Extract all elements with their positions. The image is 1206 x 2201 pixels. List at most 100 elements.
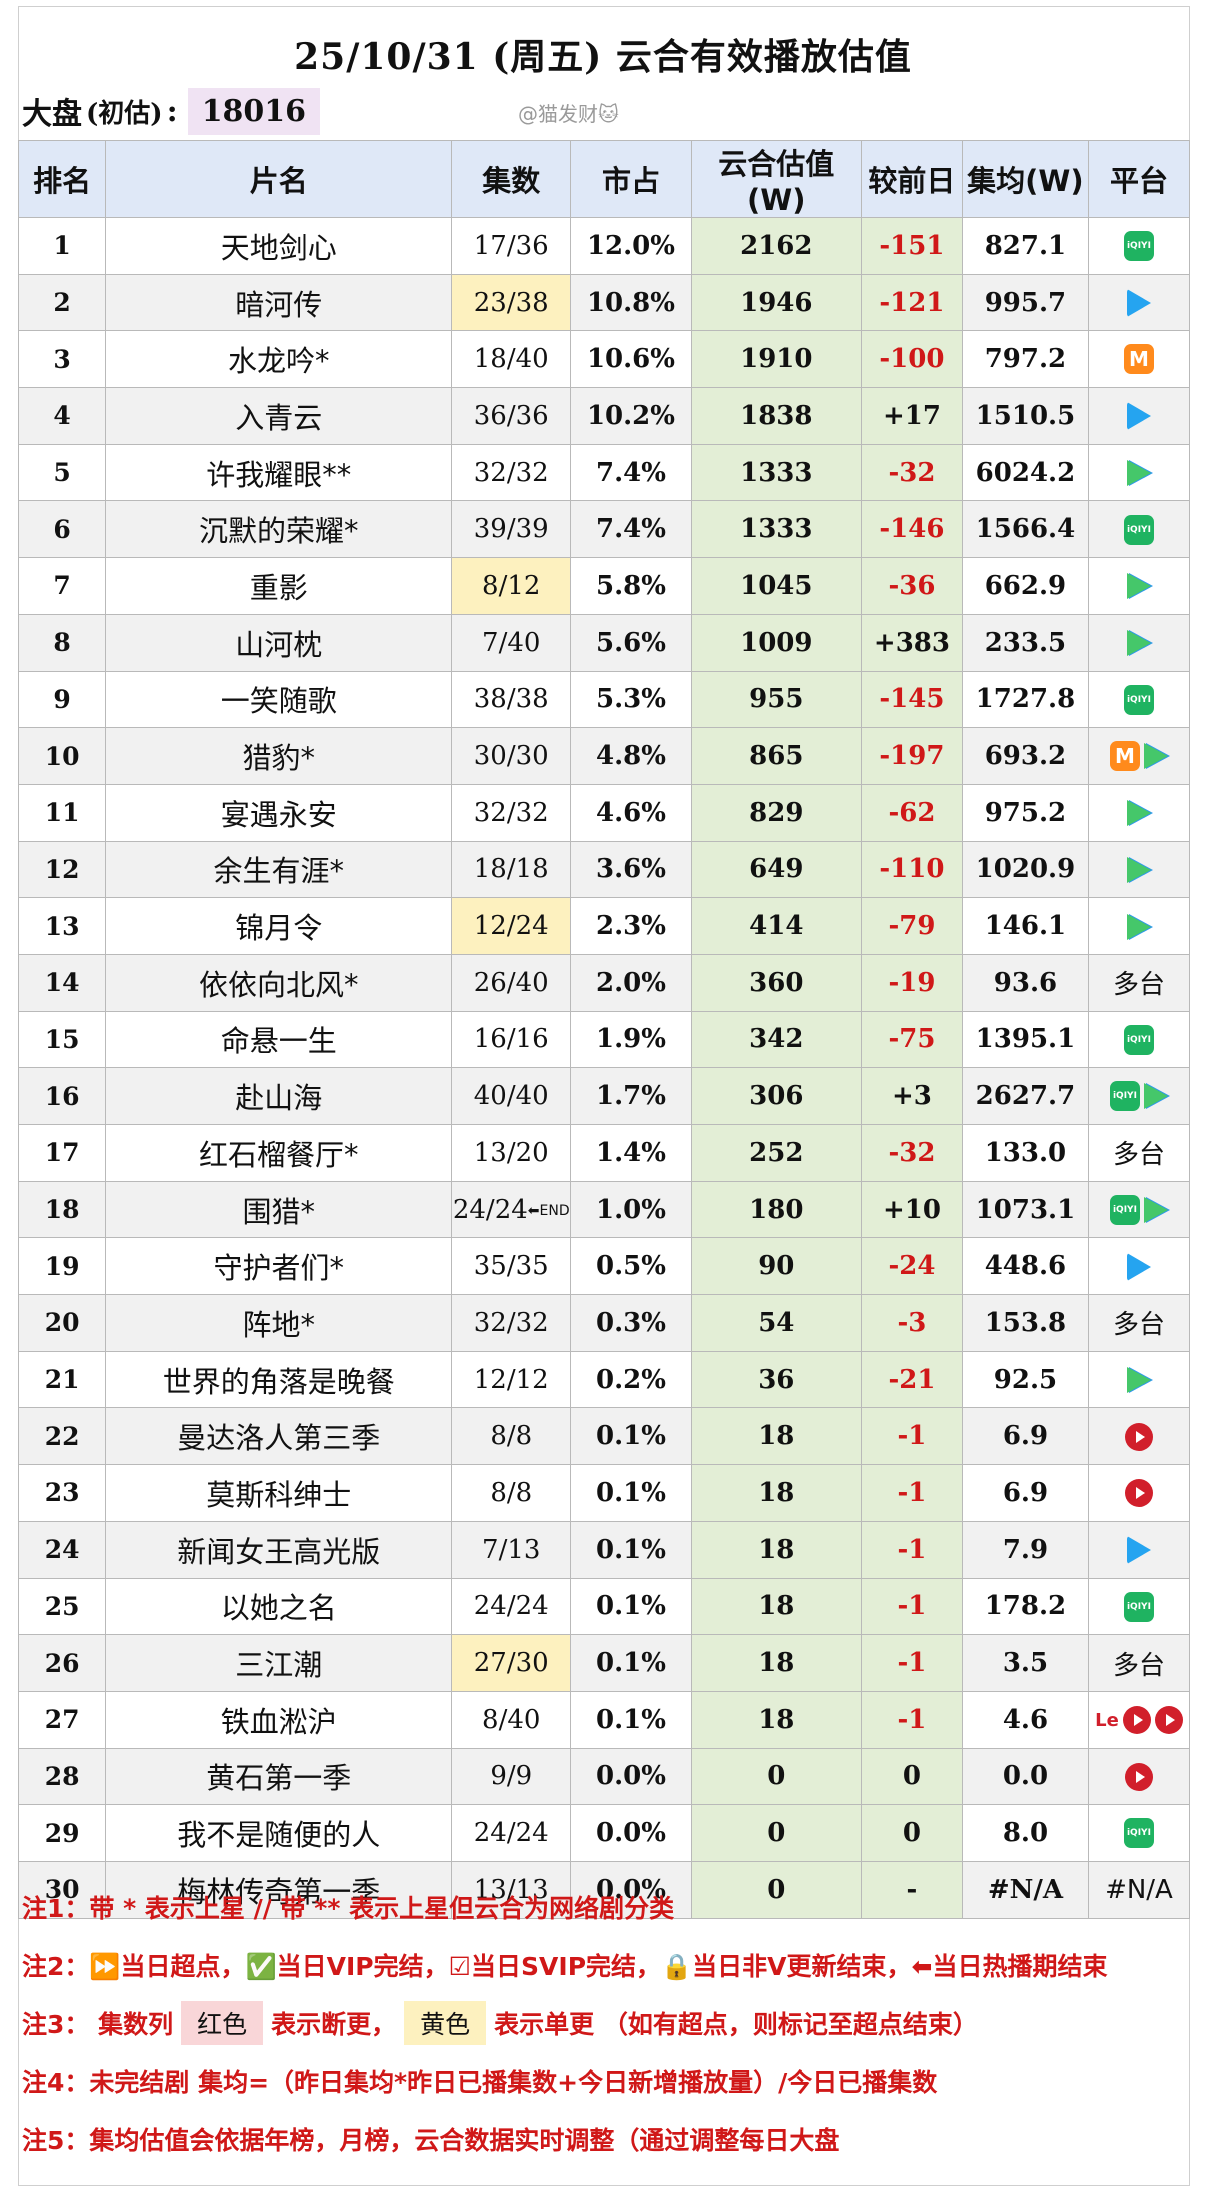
table-row: 1 天地剑心 17/36 12.0% 2162 -151 827.1 iQIYI xyxy=(17,217,1191,275)
share-cell: 0.1% xyxy=(570,1690,692,1749)
dapan-value: 18016 xyxy=(187,87,321,135)
change-cell: +383 xyxy=(860,613,963,672)
episodes-cell: 12/12 xyxy=(451,1350,572,1409)
table-row: 19 守护者们* 35/35 0.5% 90 -24 448.6 xyxy=(17,1237,1191,1296)
episodes-cell: 8/8 xyxy=(451,1407,572,1466)
value-cell: 18 xyxy=(690,1577,862,1636)
name-cell: 宴遇永安 xyxy=(105,783,453,842)
youku-icon xyxy=(1124,1422,1153,1451)
tencent-video-icon xyxy=(1126,402,1151,431)
tencent-video-icon xyxy=(1126,1536,1151,1565)
letv-icon: Le xyxy=(1095,1709,1119,1731)
name-cell: 暗河传 xyxy=(105,273,453,332)
share-cell: 1.7% xyxy=(570,1067,692,1125)
platform-cell: 多台 xyxy=(1087,1634,1191,1692)
avg-cell: 178.2 xyxy=(961,1577,1089,1636)
value-cell: 0 xyxy=(690,1860,862,1919)
name-cell: 红石榴餐厅* xyxy=(105,1124,453,1182)
share-cell: 10.6% xyxy=(570,330,692,389)
rank-cell: 5 xyxy=(17,443,107,502)
rank-cell: 30 xyxy=(17,1860,107,1919)
tencent-video-icon xyxy=(1143,743,1168,770)
share-cell: 5.3% xyxy=(570,670,692,729)
note-3-yellow-swatch: 黄色 xyxy=(404,2001,487,2045)
table-row: 12 余生有涯* 18/18 3.6% 649 -110 1020.9 xyxy=(17,840,1191,899)
name-cell: 重影 xyxy=(105,557,453,615)
name-cell: 莫斯科绅士 xyxy=(105,1464,453,1522)
platform-cell: #N/A xyxy=(1087,1860,1191,1919)
episodes-text: 9/9 xyxy=(490,1761,533,1792)
name-cell: 余生有涯* xyxy=(105,840,453,899)
tencent-video-icon xyxy=(1126,289,1151,318)
value-cell: 1009 xyxy=(690,613,862,672)
rank-cell: 15 xyxy=(17,1010,107,1069)
table-row: 2 暗河传 23/38 10.8% 1946 -121 995.7 xyxy=(17,273,1191,332)
platform-cell: M xyxy=(1087,330,1191,389)
share-cell: 0.3% xyxy=(570,1294,692,1352)
episodes-text: 40/40 xyxy=(473,1081,549,1112)
rank-cell: 1 xyxy=(17,217,107,275)
table-row: 6 沉默的荣耀* 39/39 7.4% 1333 -146 1566.4 iQIYI xyxy=(17,500,1191,559)
change-cell: -1 xyxy=(860,1690,963,1749)
value-cell: 180 xyxy=(690,1180,862,1239)
episodes-cell: 8/40 xyxy=(451,1690,572,1749)
col-header-episodes: 集数 xyxy=(451,140,572,218)
platform-cell: iQIYI xyxy=(1087,1010,1191,1069)
episodes-cell: 32/32 xyxy=(451,783,572,842)
note-1: 注1：带 * 表示上星 // 带 ** 表示上星但云合为网络剧分类 xyxy=(22,1894,675,1923)
share-cell: 12.0% xyxy=(570,217,692,275)
avg-cell: 1395.1 xyxy=(961,1010,1089,1069)
rank-cell: 18 xyxy=(17,1180,107,1239)
change-cell: -1 xyxy=(860,1634,963,1692)
iqiyi-icon: iQIYI xyxy=(1123,1818,1154,1849)
episodes-text: 8/8 xyxy=(490,1421,533,1452)
avg-cell: 233.5 xyxy=(961,613,1089,672)
dapan-sub: (初估) xyxy=(86,98,163,129)
table-row: 22 曼达洛人第三季 8/8 0.1% 18 -1 6.9 xyxy=(17,1407,1191,1466)
share-cell: 4.8% xyxy=(570,727,692,785)
dapan-label: 大盘 xyxy=(22,97,82,132)
rank-cell: 24 xyxy=(17,1520,107,1579)
avg-cell: 6024.2 xyxy=(961,443,1089,502)
value-cell: 18 xyxy=(690,1520,862,1579)
episodes-text: 12/12 xyxy=(473,1364,549,1395)
value-cell: 342 xyxy=(690,1010,862,1069)
episodes-text: 13/20 xyxy=(473,1137,549,1168)
episodes-text: 24/24 xyxy=(473,1591,549,1622)
value-cell: 1333 xyxy=(690,443,862,502)
name-cell: 水龙吟* xyxy=(105,330,453,389)
value-cell: 54 xyxy=(690,1294,862,1352)
change-cell: -3 xyxy=(860,1294,963,1352)
platform-text: 多台 xyxy=(1112,970,1165,1001)
platform-cell xyxy=(1087,897,1191,955)
episodes-text: 7/40 xyxy=(482,627,541,658)
episodes-cell: 35/35 xyxy=(451,1237,572,1296)
episodes-cell: 9/9 xyxy=(451,1747,572,1806)
episodes-text: 24/24 xyxy=(473,1818,549,1849)
table-row: 29 我不是随便的人 24/24 0.0% 0 0 8.0 iQIYI xyxy=(17,1804,1191,1862)
change-cell: -100 xyxy=(860,330,963,389)
share-cell: 10.2% xyxy=(570,387,692,445)
value-cell: 36 xyxy=(690,1350,862,1409)
share-cell: 0.0% xyxy=(570,1747,692,1806)
episodes-cell: 8/8 xyxy=(451,1464,572,1522)
end-broadcast-icon: ⬅END xyxy=(527,1202,570,1219)
value-cell: 1333 xyxy=(690,500,862,559)
table-row: 3 水龙吟* 18/40 10.6% 1910 -100 797.2 M xyxy=(17,330,1191,389)
episodes-text: 8/8 xyxy=(490,1477,533,1508)
episodes-cell: 24/24⬅END xyxy=(451,1180,572,1239)
episodes-text: 27/30 xyxy=(473,1648,549,1679)
mango-tv-icon: M xyxy=(1123,344,1154,375)
avg-cell: 4.6 xyxy=(961,1690,1089,1749)
value-cell: 649 xyxy=(690,840,862,899)
table-row: 11 宴遇永安 32/32 4.6% 829 -62 975.2 xyxy=(17,783,1191,842)
change-cell: -1 xyxy=(860,1520,963,1579)
col-header-change: 较前日 xyxy=(860,140,963,218)
change-cell: -19 xyxy=(860,953,963,1012)
episodes-cell: 26/40 xyxy=(451,953,572,1012)
avg-cell: 797.2 xyxy=(961,330,1089,389)
change-cell: -21 xyxy=(860,1350,963,1409)
note-3-mid: 表示断更， xyxy=(271,2010,397,2039)
change-cell: 0 xyxy=(860,1747,963,1806)
value-cell: 0 xyxy=(690,1804,862,1862)
